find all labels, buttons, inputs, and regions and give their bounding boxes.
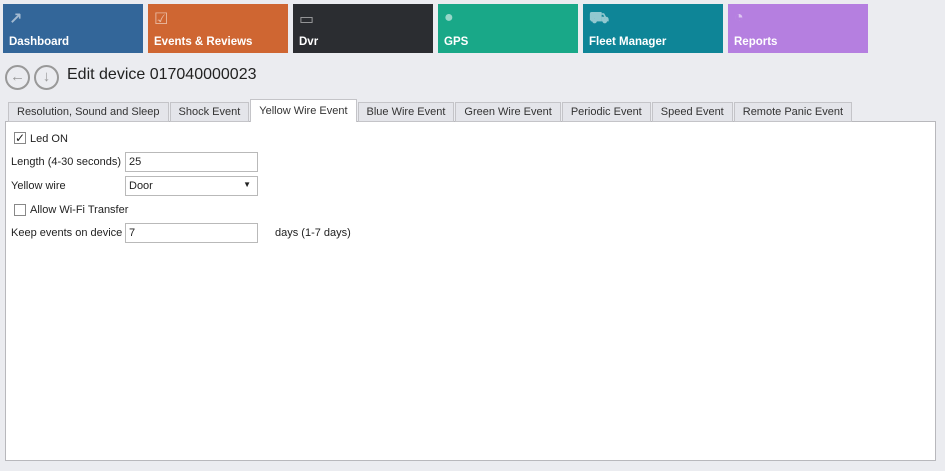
nav-tile-label: Dashboard (9, 36, 70, 48)
led-on-label: Led ON (30, 133, 68, 145)
clipboard-check-icon: ☑ (154, 11, 169, 28)
led-on-checkbox[interactable]: ✓ (14, 131, 26, 145)
keep-events-label: Keep events on device (11, 227, 123, 239)
nav-tile-label: GPS (444, 36, 469, 48)
nav-tile-dashboard[interactable]: ↗ Dashboard (3, 4, 143, 53)
tab-resolution-sound-and-sleep[interactable]: Resolution, Sound and Sleep (8, 102, 169, 122)
chevron-down-icon: ▼ (243, 180, 251, 189)
cars-icon: ⛟ (589, 10, 610, 27)
nav-tile-label: Reports (734, 36, 778, 48)
tab-green-wire-event[interactable]: Green Wire Event (455, 102, 561, 122)
length-label: Length (4-30 seconds) (11, 156, 122, 168)
length-input[interactable]: 25 (125, 152, 258, 172)
yellow-wire-label: Yellow wire (11, 180, 66, 192)
tab-yellow-wire-event[interactable]: Yellow Wire Event (250, 99, 357, 122)
nav-tile-fleet-manager[interactable]: ⛟ Fleet Manager (583, 4, 723, 53)
tab-remote-panic-event[interactable]: Remote Panic Event (733, 102, 853, 122)
dvr-logo-icon: ▭ (299, 11, 315, 28)
nav-tile-reports[interactable]: ◔ Reports (728, 4, 868, 53)
tab-speed-event[interactable]: Speed Event (651, 102, 733, 122)
wifi-checkbox[interactable] (14, 204, 26, 216)
nav-tile-label: Fleet Manager (589, 36, 667, 48)
nav-tile-label: Events & Reviews (154, 36, 253, 48)
chart-icon: ↗ (9, 11, 23, 28)
keep-events-suffix: days (1-7 days) (275, 227, 351, 239)
tab-shock-event[interactable]: Shock Event (169, 102, 250, 122)
map-pin-icon: ● (444, 9, 454, 26)
yellow-wire-select[interactable]: Door ▼ (125, 176, 258, 196)
nav-tile-events-reviews[interactable]: ☑ Events & Reviews (148, 4, 288, 53)
tab-blue-wire-event[interactable]: Blue Wire Event (357, 102, 455, 122)
tab-panel (5, 121, 936, 461)
back-button[interactable]: ← (5, 65, 30, 90)
nav-tile-gps[interactable]: ● GPS (438, 4, 578, 53)
tab-periodic-event[interactable]: Periodic Event (561, 102, 651, 122)
download-button[interactable]: ↓ (34, 65, 59, 90)
page-title: Edit device 017040000023 (67, 66, 257, 83)
keep-events-input[interactable]: 7 (125, 223, 258, 243)
nav-tile-dvr[interactable]: ▭ Dvr (293, 4, 433, 53)
wifi-label: Allow Wi-Fi Transfer (30, 204, 129, 216)
tab-bar: Resolution, Sound and Sleep Shock Event Ye… (8, 99, 853, 122)
yellow-wire-value: Door (129, 180, 153, 192)
pie-chart-icon: ◔ (734, 9, 744, 26)
nav-tile-label: Dvr (299, 36, 319, 48)
